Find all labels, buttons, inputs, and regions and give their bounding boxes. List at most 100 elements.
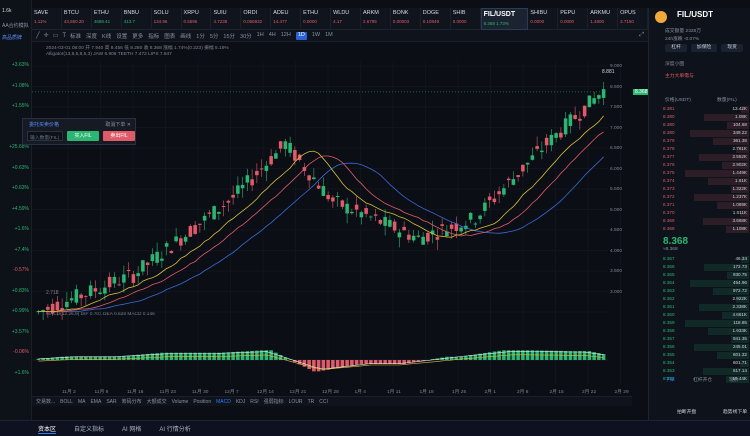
orderbook-row[interactable]: 8.380 349.22 [663,130,749,137]
orderbook-row[interactable]: 8.373 1.322K [663,186,749,193]
ticker-item[interactable]: ORDI 0.066932 [241,8,272,30]
toolbar-item[interactable]: 15分 [223,33,236,40]
orderbook-row[interactable]: 8.353 617.14 [663,368,749,375]
orderbook-row[interactable]: 8.366 172.73 [663,264,749,271]
bottom-tab[interactable]: AI 网格 [122,427,142,433]
market-row[interactable]: +1.55% [0,101,32,113]
toolbar-item[interactable]: 1H [256,31,264,38]
bottom-tab[interactable]: 资本区 [38,424,57,434]
text-tool-icon[interactable]: T [62,32,66,39]
ticker-item[interactable]: OPUS 3.7150 [618,8,648,30]
bottom-tab[interactable]: 自定义指标 [74,427,105,433]
orderbook-row[interactable]: 8.367 46.34 [663,256,749,263]
market-row[interactable]: +0.63% [0,183,32,195]
indicator-tab[interactable]: MA [77,398,86,405]
toolbar-item[interactable]: 4H [268,31,276,38]
ticker-item[interactable]: SOLU 134.96 [152,8,182,30]
buy-button[interactable]: 买入FIL [67,131,99,141]
orderbook-row[interactable]: 8.371 1.089K [663,202,749,209]
toolbar-item[interactable]: 画线 [180,33,192,40]
toolbar-item[interactable]: 1M [325,31,333,38]
market-row[interactable]: +1.08% [0,81,32,93]
orderbook-row[interactable]: 8.380 104.68 [663,122,749,129]
ticker-item[interactable]: SUIU 4.7238 [211,8,242,30]
orderbook-row[interactable]: 8.380 1.08K [663,114,749,121]
action-1[interactable]: 趋势线下单 [723,410,747,415]
spot-button[interactable]: 现货 [721,44,743,52]
orderbook-row[interactable]: 8.377 2.552K [663,154,749,161]
indicator-tab[interactable]: 交易数... [36,399,56,405]
orderbook-row[interactable]: 8.354 601.71 [663,360,749,367]
toolbar-item[interactable]: 图表 [164,33,176,40]
orderbook-row[interactable]: 8.372 1.237K [663,194,749,201]
indicator-tab[interactable]: MACD [216,398,231,405]
toolbar-item[interactable]: 1分 [196,33,205,40]
ticker-item[interactable]: ETHU 0.0000 [301,8,332,30]
toolbar-item[interactable]: 深度 [86,33,98,40]
market-row[interactable]: +25.68% [0,142,32,154]
indicator-tab[interactable]: EMA [90,398,102,405]
bottom-tab[interactable]: AI 行情分析 [159,427,191,433]
market-row[interactable]: +4.59% [0,204,32,216]
orderbook-row[interactable]: 8.375 1.449K [663,170,749,177]
indicator-tab[interactable]: KDJ [235,398,246,405]
orderbook-row[interactable]: 8.378 2.761K [663,146,749,153]
popup-close[interactable]: 取消下单 ✕ [105,122,131,128]
sell-button[interactable]: 卖出FIL [103,131,135,141]
toolbar-item[interactable]: 1D [295,31,307,40]
orderbook-row[interactable]: 8.368 1.108K [663,226,749,233]
orderbook-row[interactable]: 8.363 972.72 [663,288,749,295]
toolbar-item[interactable]: 更多 [132,33,144,40]
ticker-item[interactable]: ARKMU 1.4800 [588,8,619,30]
fullscreen-icon[interactable]: ⤢ [639,32,644,38]
indicator-tab[interactable]: LOUR [288,398,303,405]
orderbook-row[interactable]: 8.370 1.011K [663,210,749,217]
orderbook-row[interactable]: 8.365 930.75 [663,272,749,279]
toolbar-item[interactable]: 5分 [209,33,219,40]
market-row[interactable]: +1.6% [0,368,32,380]
indicator-tab[interactable]: 强弱指标 [263,399,284,405]
toolbar-item[interactable]: 12H [280,31,291,38]
ticker-item[interactable]: PEPU 0.0000 [558,8,589,30]
market-row[interactable]: -0.06% [0,347,32,359]
line-tool-icon[interactable]: ╱ [36,33,40,39]
order-tab-1[interactable]: 杠杆开仓 [693,378,713,383]
market-row[interactable]: +1.6% [0,224,32,236]
order-tab-2[interactable]: 现价 [729,378,739,383]
market-row[interactable]: +3.57% [0,327,32,339]
orderbook-row[interactable]: 8.355 601.32 [663,352,749,359]
ticker-item[interactable]: XRPU 0.5596 [182,8,212,30]
orderbook-row[interactable]: 8.381 13.42K [663,106,749,113]
ticker-item[interactable]: BONK 0.00003 [391,8,421,30]
ticker-item[interactable]: ETHU 4688.41 [92,8,122,30]
toolbar-item[interactable]: 设置 [116,33,128,40]
market-row[interactable]: +3.63% [0,60,32,72]
indicator-tab[interactable]: SAR [106,398,117,405]
crosshair-icon[interactable]: ✛ [43,33,49,39]
indicator-tab[interactable]: Volume [171,398,189,405]
orderbook-row[interactable]: 8.369 3.668K [663,218,749,225]
rect-tool-icon[interactable]: ▭ [52,33,59,39]
quantity-input[interactable]: 输入数量(FIL) [27,131,63,141]
ticker-item[interactable]: BNBU 413.7 [122,8,152,30]
orderbook-row[interactable]: 8.356 245.01 [663,344,749,351]
orderbook-row[interactable]: 8.358 1.933K [663,328,749,335]
ticker-item[interactable]: SHIB 0.0000 [451,8,481,30]
ticker-item[interactable]: SAVE 1.11% [32,8,62,30]
ticker-item[interactable]: ADEU 14.477 [271,8,302,30]
toolbar-item[interactable]: 标准 [70,33,82,40]
indicator-tab[interactable]: CCI [319,398,328,405]
market-row[interactable]: +7.4% [0,245,32,257]
insurance-button[interactable]: 加保险 [691,44,717,52]
depth-tab[interactable]: 深度小图 [665,62,685,67]
toolbar-item[interactable]: 指标 [148,33,160,40]
market-row[interactable]: -0.57% [0,265,32,277]
market-row[interactable]: +0.63% [0,163,32,175]
price-chart[interactable]: 2024-03-01 08:00 开 7.940 高 8.456 低 8.280… [32,42,650,396]
market-row[interactable]: +0.83% [0,286,32,298]
indicator-tab[interactable]: 筹码分布 [121,399,142,405]
orderbook-row[interactable]: 8.374 1.61K [663,178,749,185]
ticker-item[interactable]: ARKM 2.6795 [361,8,391,30]
ticker-item[interactable]: WLDU 4.17 [331,8,361,30]
indicator-tab[interactable]: BOLL [60,398,73,405]
